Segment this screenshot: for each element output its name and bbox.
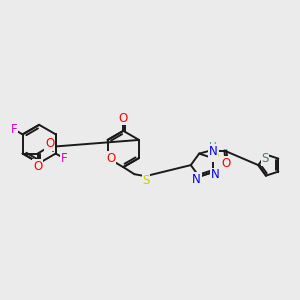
Text: F: F: [61, 152, 68, 165]
Text: S: S: [142, 174, 150, 187]
Text: N: N: [192, 172, 201, 186]
Text: F: F: [11, 123, 17, 136]
Text: H: H: [209, 142, 217, 152]
Text: N: N: [211, 168, 220, 181]
Text: O: O: [45, 137, 54, 150]
Text: N: N: [209, 145, 218, 158]
Text: O: O: [106, 152, 115, 165]
Text: S: S: [211, 148, 218, 161]
Text: O: O: [33, 160, 42, 173]
Text: S: S: [261, 152, 268, 165]
Text: O: O: [221, 157, 230, 170]
Text: O: O: [119, 112, 128, 125]
